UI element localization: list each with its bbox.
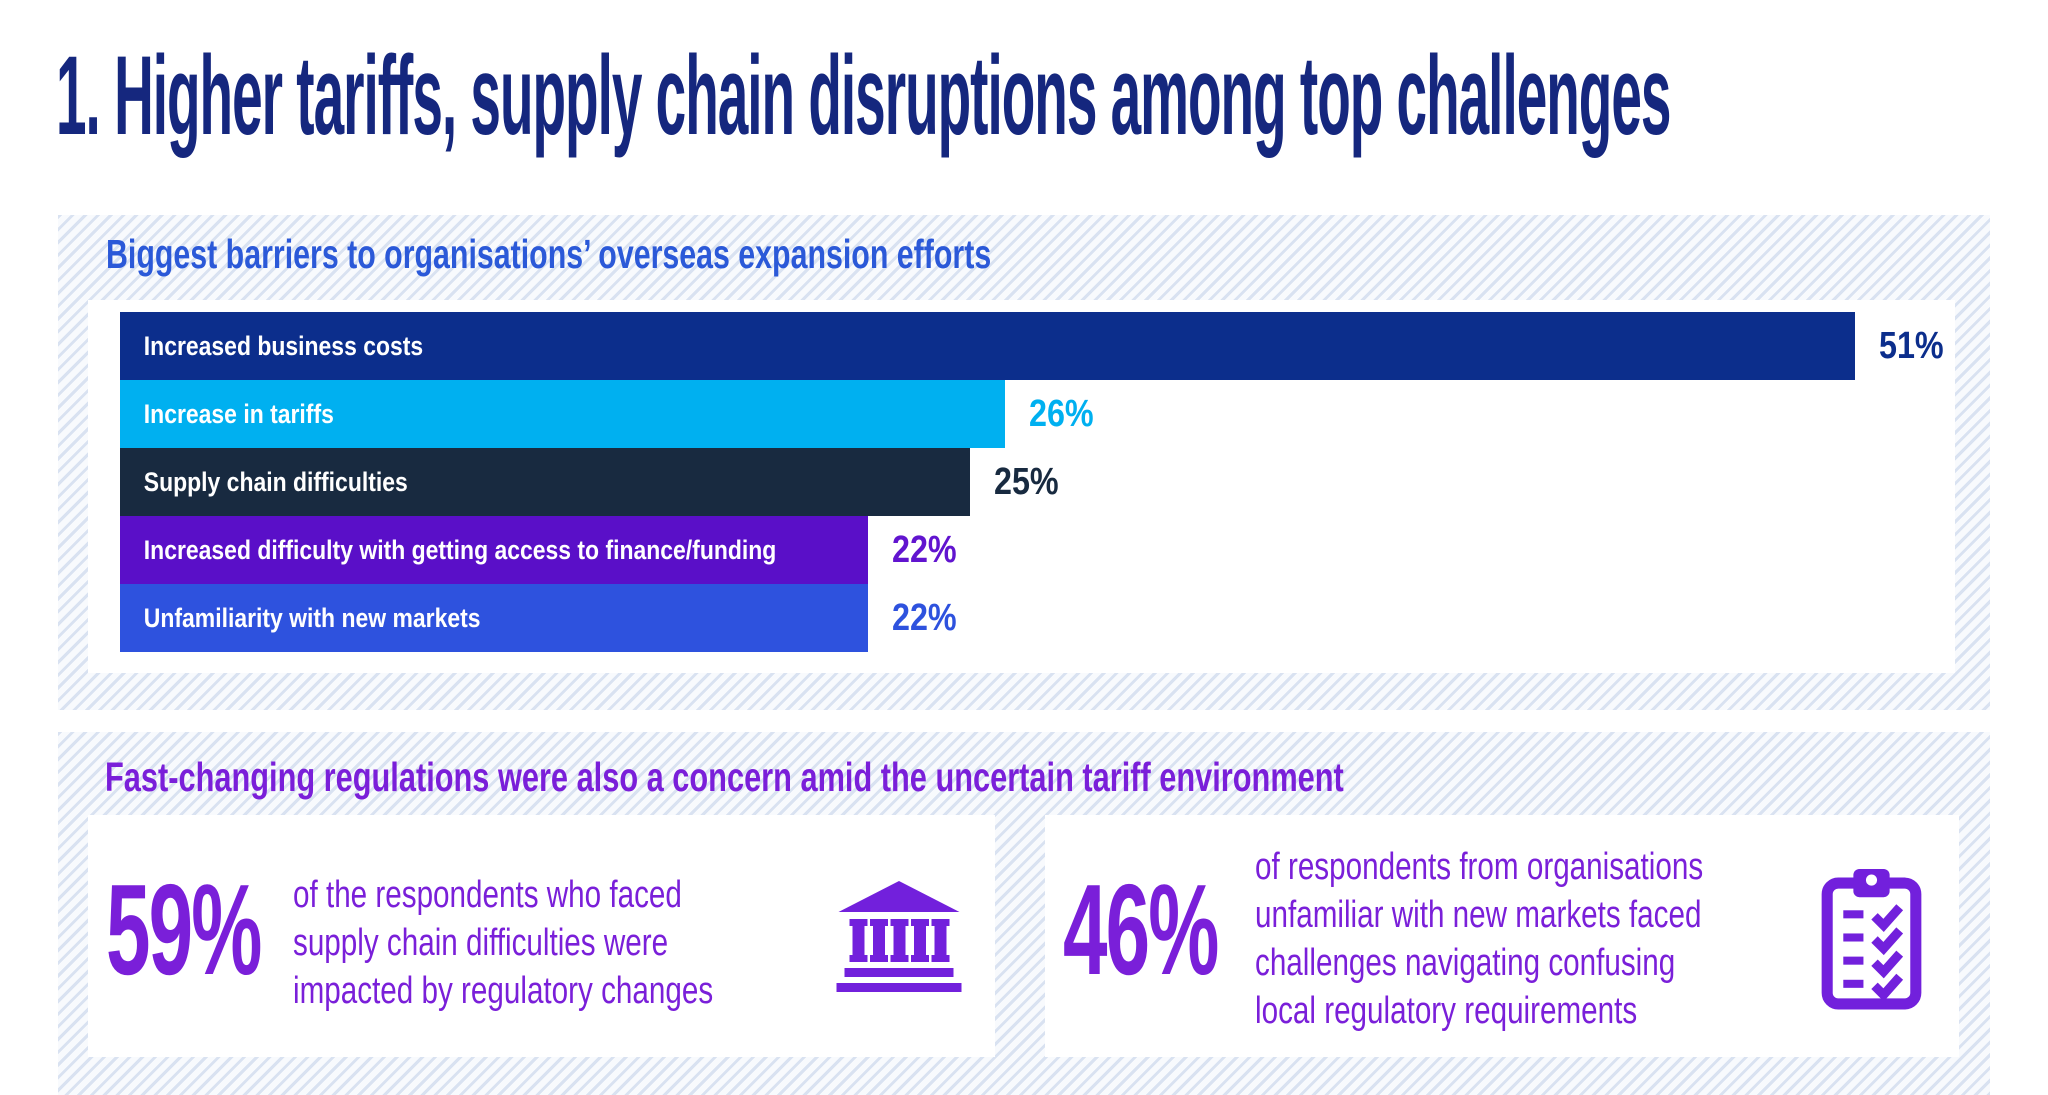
regulations-section-title: Fast-changing regulations were also a co… [105,754,1344,800]
bar-label: Supply chain difficulties [143,466,408,497]
stat-text: of the respondents who faced supply chai… [293,874,714,1012]
bar: Unfamiliarity with new markets [120,584,869,652]
stat-card-new-markets: 46% of respondents from organisations un… [1045,815,1959,1057]
stat-value: 59% [106,858,262,1002]
checklist-dashes [1843,910,1864,988]
bar-value-label: 22% [892,596,958,639]
bar-value-label: 22% [892,528,958,571]
bar: Increase in tariffs [120,380,1005,448]
bar: Supply chain difficulties [120,448,971,516]
checklist-checks [1871,904,1904,1002]
stat-value: 46% [1063,858,1219,1002]
bar-row: Supply chain difficulties 25% [120,448,1855,516]
bar-value-label: 25% [994,460,1060,503]
bar-chart: Increased business costs 51% Increase in… [120,312,1944,652]
bank-building-icon [836,881,962,994]
bar-label: Increased business costs [143,330,424,361]
page-title: 1. Higher tariffs, supply chain disrupti… [56,33,1671,158]
barriers-section: Biggest barriers to organisations’ overs… [58,215,1990,710]
bar-row: Increased business costs 51% [120,312,1944,380]
stat-text: of respondents from organisations unfami… [1255,846,1704,1032]
bar-chart-panel: Increased business costs 51% Increase in… [88,300,1955,673]
clipboard-checklist-icon [1821,869,1922,1010]
barriers-section-title: Biggest barriers to organisations’ overs… [106,231,992,277]
bar: Increased difficulty with getting access… [120,516,869,584]
bank-columns [849,919,950,962]
regulations-section: Fast-changing regulations were also a co… [58,732,1990,1095]
bar-value-label: 51% [1879,324,1944,367]
bar-label: Unfamiliarity with new markets [143,602,481,633]
stat-card-supply-chain: 59% of the respondents who faced supply … [88,815,995,1057]
bar-row: Increase in tariffs 26% [120,380,1855,448]
bar: Increased business costs [120,312,1855,380]
bar-row: Unfamiliarity with new markets 22% [120,584,1855,652]
bar-label: Increased difficulty with getting access… [143,534,777,565]
bar-label: Increase in tariffs [143,398,334,429]
bar-row: Increased difficulty with getting access… [120,516,1855,584]
bar-value-label: 26% [1028,392,1094,435]
